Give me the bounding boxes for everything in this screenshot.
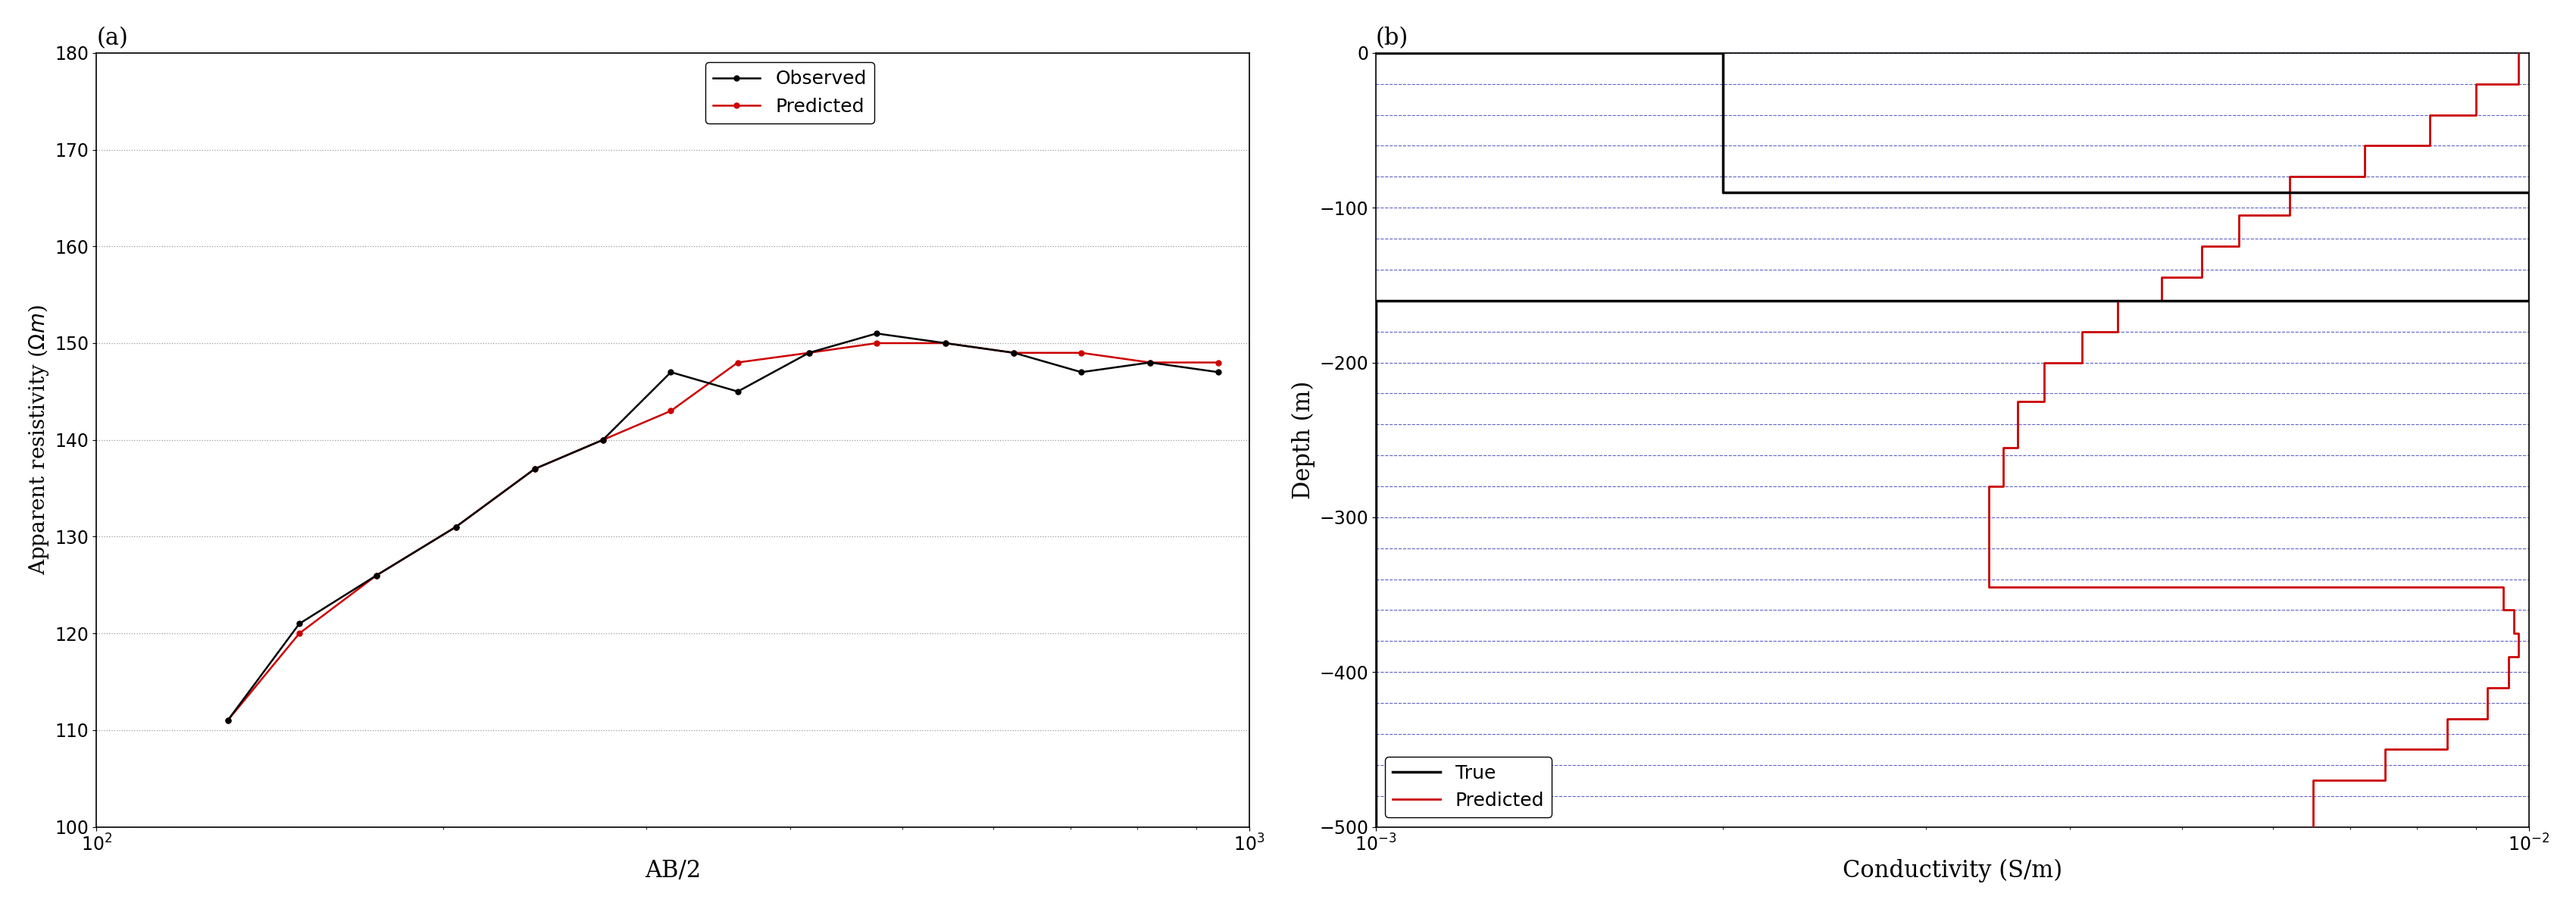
Predicted [2102, 295, 2133, 306]
Predicted [2504, 47, 2535, 58]
Observed [211, 715, 242, 726]
Predicted [2504, 628, 2535, 639]
Predicted [2504, 78, 2535, 89]
Observed [930, 337, 961, 348]
Predicted [2030, 357, 2061, 368]
Predicted [2494, 651, 2524, 662]
Predicted [2187, 272, 2218, 283]
Predicted [361, 570, 392, 581]
Observed [587, 435, 618, 445]
Predicted [2370, 775, 2401, 786]
Predicted [721, 357, 752, 368]
Observed [1133, 357, 1164, 368]
True [1360, 47, 1391, 58]
Predicted [1989, 481, 2020, 492]
Predicted [1133, 357, 1164, 368]
Predicted [2066, 357, 2097, 368]
Predicted [1989, 442, 2020, 453]
Predicted [654, 405, 685, 416]
Predicted [2432, 744, 2463, 755]
Y-axis label: Depth (m): Depth (m) [1291, 381, 1314, 499]
Predicted [1066, 347, 1097, 358]
Observed [654, 366, 685, 377]
Observed [520, 464, 551, 474]
Predicted [2488, 604, 2519, 615]
Predicted [2470, 682, 2501, 693]
Predicted [2414, 140, 2445, 151]
Predicted [2223, 210, 2254, 221]
Predicted [2460, 109, 2491, 120]
Predicted [587, 435, 618, 445]
Legend: Observed, Predicted: Observed, Predicted [706, 63, 873, 124]
Observed [1066, 366, 1097, 377]
Predicted [2470, 713, 2501, 724]
Predicted [1973, 481, 2004, 492]
Line: Predicted: Predicted [224, 341, 1221, 723]
Predicted [440, 522, 471, 533]
Observed [999, 347, 1030, 358]
Predicted [2275, 171, 2306, 182]
Observed [440, 522, 471, 533]
Predicted [2499, 604, 2530, 615]
Predicted [2370, 744, 2401, 755]
Line: True: True [1376, 53, 2530, 827]
Predicted [1973, 582, 2004, 593]
Predicted [2146, 295, 2177, 306]
Predicted [2275, 210, 2306, 221]
True [2514, 295, 2545, 306]
Observed [283, 618, 314, 629]
Observed [860, 328, 891, 339]
Predicted [283, 628, 314, 639]
Predicted [930, 337, 961, 348]
X-axis label: Conductivity (S/m): Conductivity (S/m) [1842, 859, 2063, 883]
Observed [793, 347, 824, 358]
Predicted [1203, 357, 1234, 368]
Predicted [2414, 109, 2445, 120]
Predicted [2499, 628, 2530, 639]
Predicted [2494, 682, 2524, 693]
Predicted [2349, 140, 2380, 151]
Predicted [2488, 582, 2519, 593]
Predicted [2187, 241, 2218, 252]
Predicted [2460, 78, 2491, 89]
Predicted [2002, 395, 2032, 406]
Predicted [2349, 171, 2380, 182]
True [1708, 47, 1739, 58]
Predicted [2066, 326, 2097, 337]
Observed [721, 386, 752, 397]
Predicted [2504, 651, 2535, 662]
Predicted [520, 464, 551, 474]
True [1360, 822, 1391, 833]
Text: (b): (b) [1376, 26, 1409, 50]
Legend: True, Predicted: True, Predicted [1386, 756, 1551, 817]
Predicted [2102, 326, 2133, 337]
Observed [361, 570, 392, 581]
X-axis label: AB/2: AB/2 [644, 859, 701, 883]
Line: Observed: Observed [224, 331, 1221, 723]
Predicted [2030, 395, 2061, 406]
Predicted [793, 347, 824, 358]
Predicted [2298, 822, 2329, 833]
Predicted [860, 337, 891, 348]
Observed [1203, 366, 1234, 377]
Predicted [2298, 775, 2329, 786]
Predicted [2223, 241, 2254, 252]
Predicted [2002, 442, 2032, 453]
True [1708, 186, 1739, 197]
Line: Predicted: Predicted [1989, 53, 2519, 827]
Predicted [2146, 272, 2177, 283]
Predicted [999, 347, 1030, 358]
Predicted [211, 715, 242, 726]
True [1360, 295, 1391, 306]
Y-axis label: Apparent resistivity ($\Omega m$): Apparent resistivity ($\Omega m$) [26, 305, 52, 575]
Predicted [2432, 713, 2463, 724]
True [2514, 186, 2545, 197]
Text: (a): (a) [95, 26, 129, 50]
